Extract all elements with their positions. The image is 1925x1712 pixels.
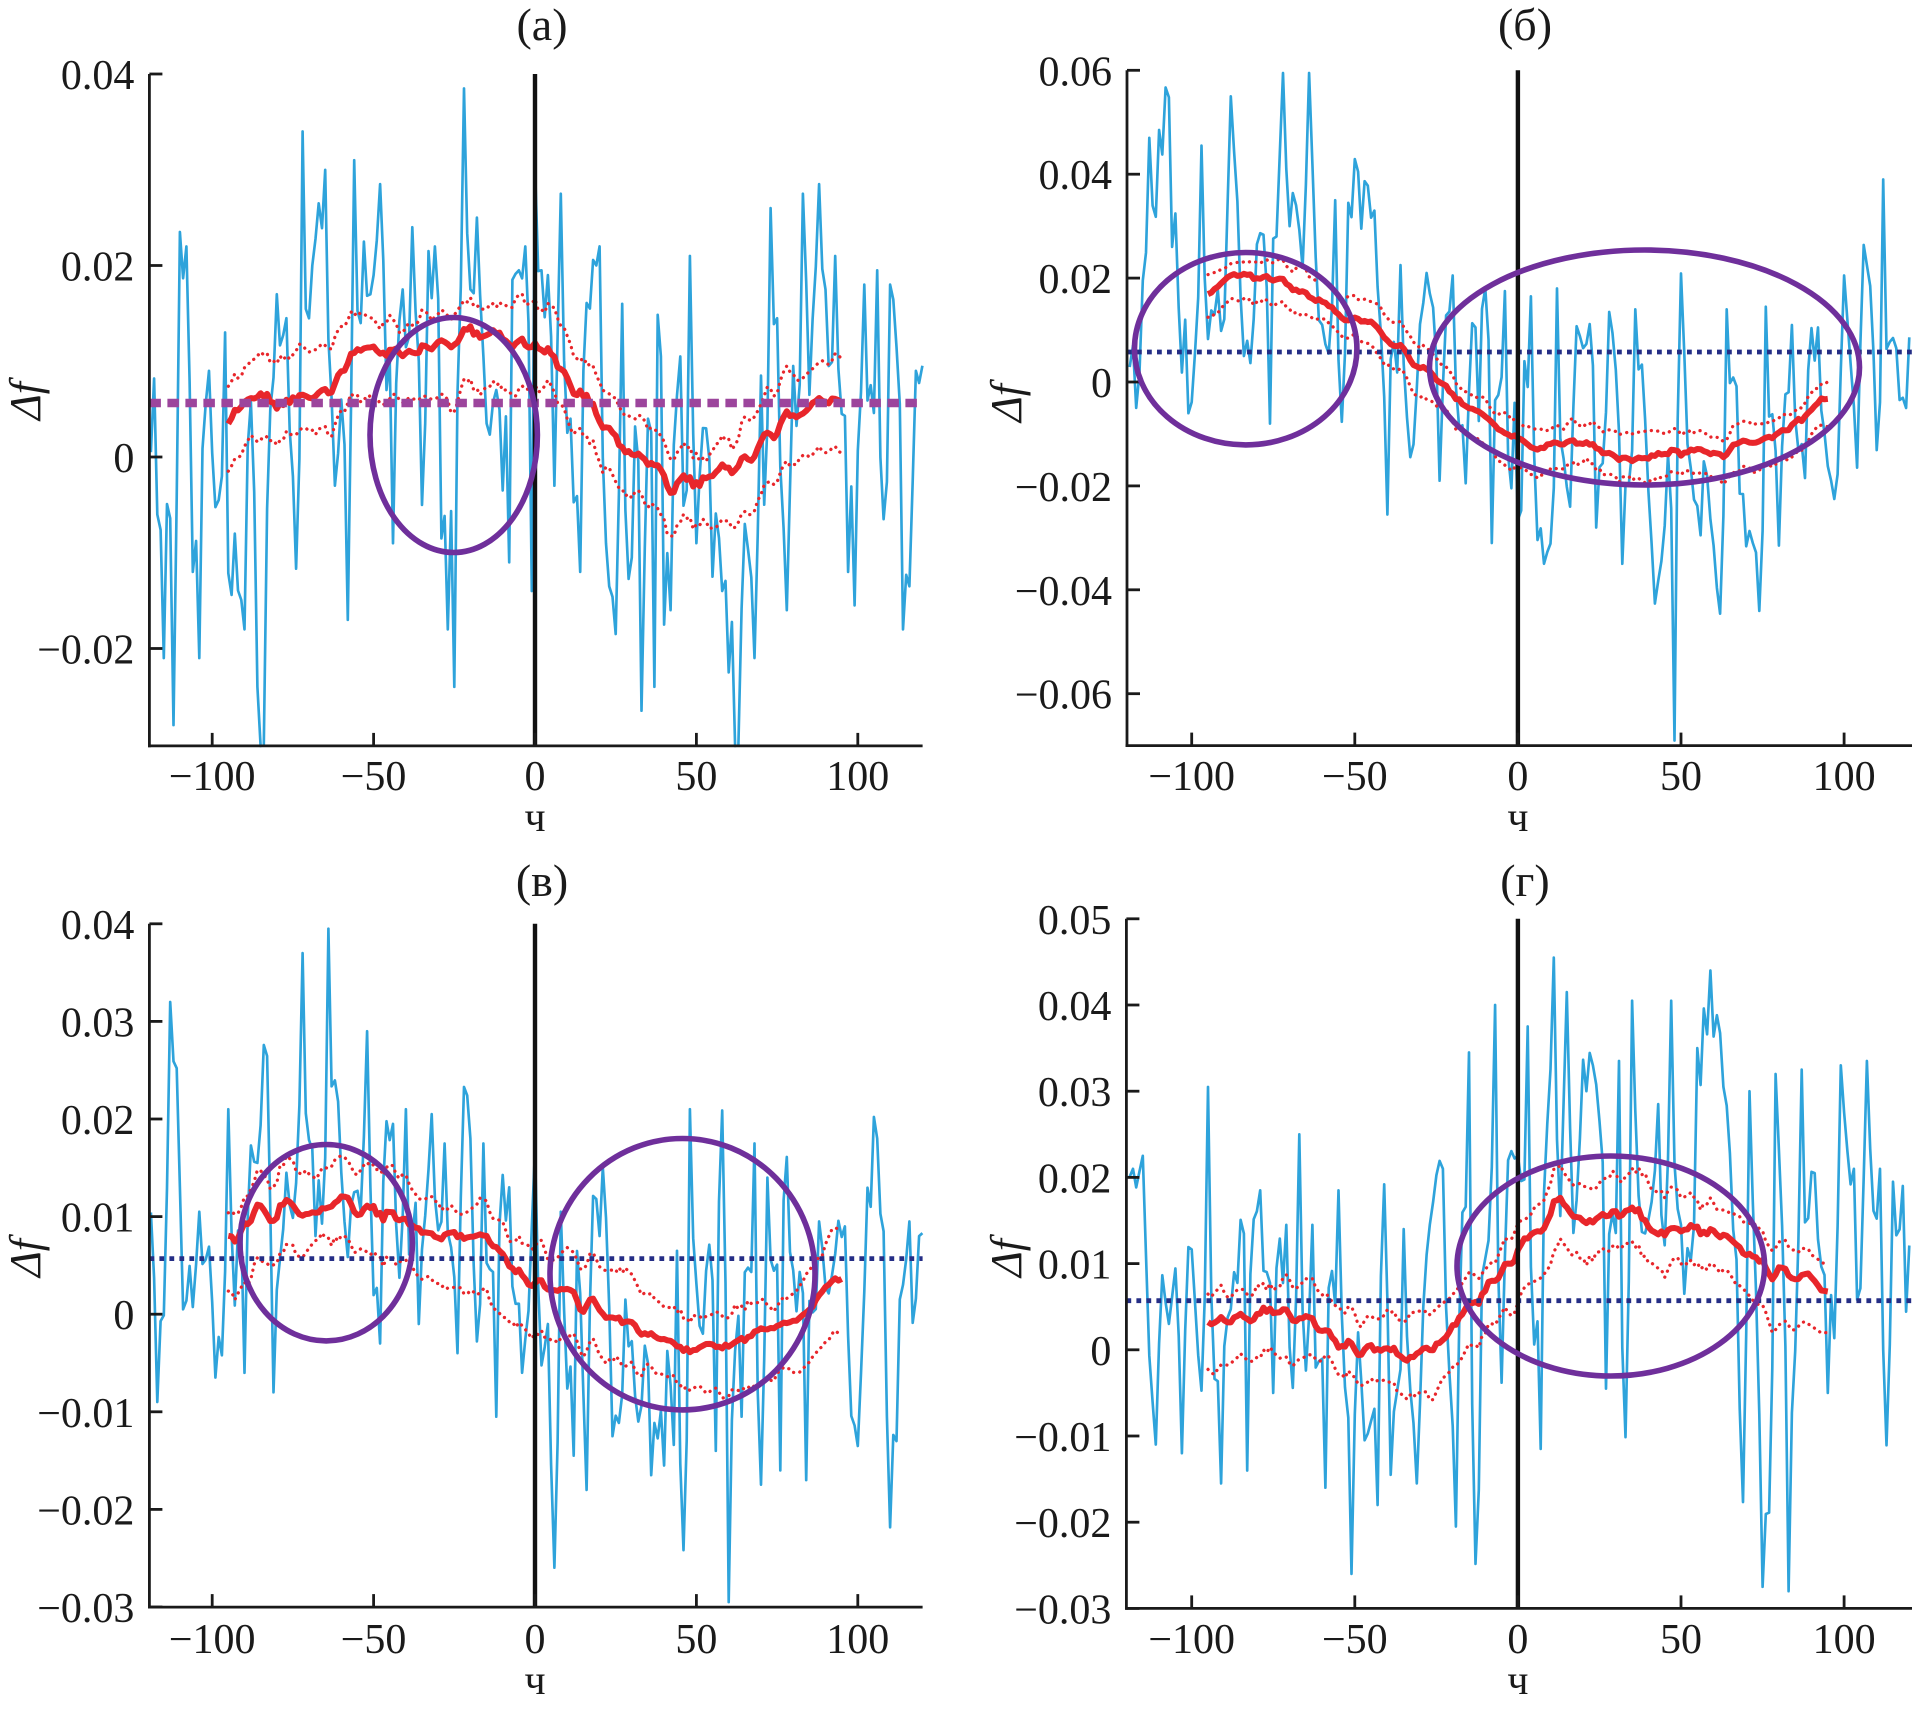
svg-text:ч: ч <box>524 1658 545 1704</box>
svg-text:0: 0 <box>1507 1617 1528 1663</box>
svg-text:0.03: 0.03 <box>61 1000 135 1046</box>
svg-text:0: 0 <box>1090 1329 1111 1375</box>
svg-text:100: 100 <box>826 1617 889 1663</box>
svg-text:100: 100 <box>826 754 889 800</box>
svg-text:(г): (г) <box>1500 855 1550 906</box>
svg-text:−0.03: −0.03 <box>37 1586 134 1632</box>
svg-text:0.06: 0.06 <box>1039 49 1113 95</box>
svg-text:100: 100 <box>1813 754 1876 800</box>
svg-text:0.02: 0.02 <box>1038 1156 1112 1202</box>
svg-text:100: 100 <box>1813 1617 1876 1663</box>
svg-text:0.04: 0.04 <box>1039 153 1113 199</box>
svg-text:0: 0 <box>113 436 134 482</box>
svg-text:−100: −100 <box>169 754 256 800</box>
svg-text:−0.01: −0.01 <box>37 1391 134 1437</box>
svg-text:0.03: 0.03 <box>1038 1070 1112 1116</box>
svg-text:0.02: 0.02 <box>61 245 135 291</box>
svg-text:0: 0 <box>525 754 546 800</box>
svg-text:50: 50 <box>1660 1617 1702 1663</box>
svg-text:Δf: Δf <box>1 1233 50 1279</box>
svg-text:−100: −100 <box>1148 1617 1235 1663</box>
svg-text:Δf: Δf <box>982 378 1031 424</box>
svg-text:0: 0 <box>1091 361 1112 407</box>
svg-text:−50: −50 <box>1322 754 1388 800</box>
svg-text:Δf: Δf <box>1 376 50 422</box>
svg-text:−50: −50 <box>1322 1617 1388 1663</box>
svg-text:0.04: 0.04 <box>61 903 135 949</box>
svg-text:−0.02: −0.02 <box>37 1488 134 1534</box>
svg-text:(а): (а) <box>516 0 567 50</box>
svg-text:0.02: 0.02 <box>61 1098 135 1144</box>
svg-text:0.05: 0.05 <box>1038 898 1112 944</box>
svg-text:Δf: Δf <box>982 1233 1031 1279</box>
svg-text:0.04: 0.04 <box>61 53 135 99</box>
svg-text:−0.06: −0.06 <box>1015 673 1112 719</box>
svg-text:0: 0 <box>113 1293 134 1339</box>
svg-text:0: 0 <box>525 1617 546 1663</box>
svg-text:0.02: 0.02 <box>1039 257 1113 303</box>
svg-text:ч: ч <box>1507 795 1528 841</box>
svg-text:0: 0 <box>1507 754 1528 800</box>
svg-text:(б): (б) <box>1498 0 1552 50</box>
svg-text:0.04: 0.04 <box>1038 984 1112 1030</box>
svg-text:0.01: 0.01 <box>61 1196 135 1242</box>
svg-text:−50: −50 <box>341 1617 407 1663</box>
svg-text:−0.02: −0.02 <box>1015 465 1112 511</box>
svg-text:ч: ч <box>1507 1658 1528 1704</box>
svg-text:ч: ч <box>524 795 545 841</box>
svg-text:50: 50 <box>675 754 717 800</box>
svg-text:−100: −100 <box>1148 754 1235 800</box>
svg-text:−100: −100 <box>169 1617 256 1663</box>
svg-text:−0.03: −0.03 <box>1014 1587 1111 1633</box>
svg-text:−0.02: −0.02 <box>37 628 134 674</box>
svg-text:0.01: 0.01 <box>1038 1243 1112 1289</box>
svg-text:50: 50 <box>1660 754 1702 800</box>
svg-text:−50: −50 <box>341 754 407 800</box>
svg-text:−0.02: −0.02 <box>1014 1501 1111 1547</box>
svg-text:(в): (в) <box>516 855 568 906</box>
svg-text:−0.04: −0.04 <box>1015 569 1112 615</box>
svg-text:−0.01: −0.01 <box>1014 1415 1111 1461</box>
svg-text:50: 50 <box>675 1617 717 1663</box>
